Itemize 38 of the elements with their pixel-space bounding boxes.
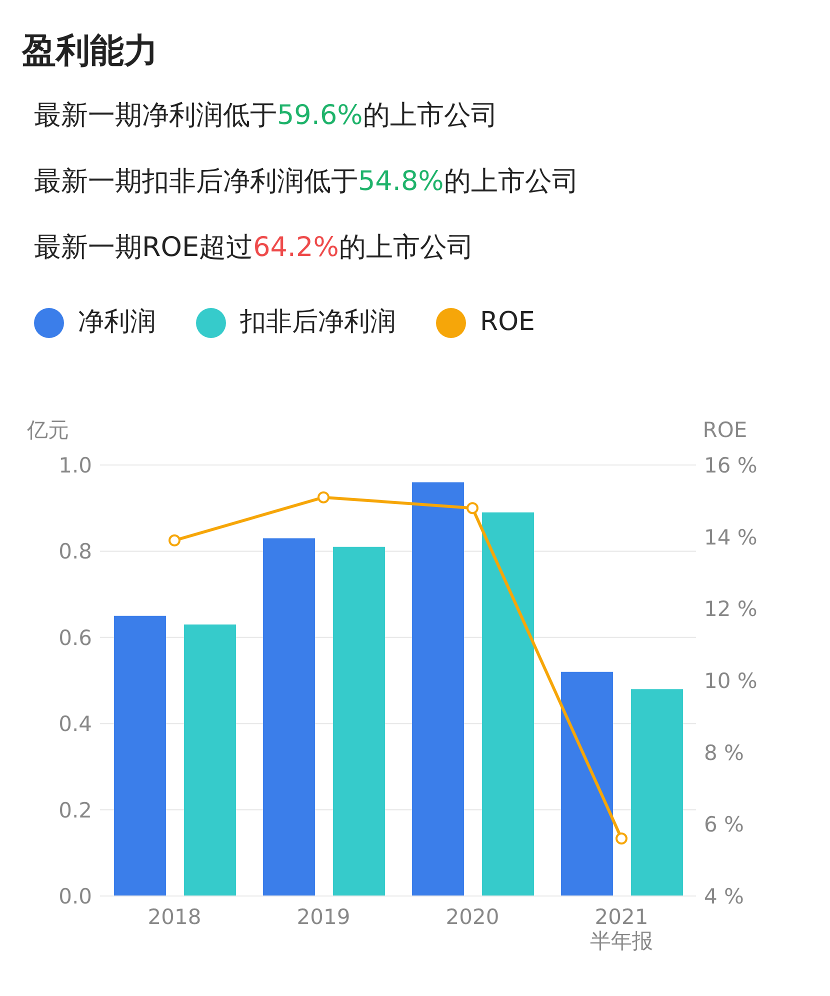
y2-tick-label: 8 % [704,740,744,765]
point [168,534,180,546]
chart-title: 盈利能力 [22,30,159,73]
bar [333,546,385,896]
x-tick-label: 2019 [296,905,350,929]
legend-label: ROE [480,307,535,337]
bar [114,616,166,896]
y-tick-label: 0.4 [58,712,92,736]
y-tick-label: 1.0 [58,453,92,478]
x-tick-label: 2020 [446,905,500,929]
bar [561,672,613,896]
y-tick-label: 0.8 [58,540,92,564]
y2-tick-label: 12 % [704,597,758,622]
legend-label: 扣非后净利润 [240,307,396,337]
y-tick-label: 0.6 [58,626,92,650]
y2-tick-label: 10 % [704,668,758,693]
point [466,502,478,514]
y2-tick-label: 6 % [704,812,744,837]
text: 最新一期净利润低于59.6%的上市公司 [34,99,499,133]
bar [631,689,683,896]
text: 最新一期扣非后净利润低于54.8%的上市公司 [34,165,580,199]
y2-tick-label: 14 % [704,525,758,550]
legend-label: 净利润 [78,307,156,337]
y-tick-label: 0.0 [58,884,92,908]
point [616,832,628,845]
y-tick-label: 0.2 [58,798,92,822]
y2-tick-label: 16 % [704,453,758,478]
text: 最新一期ROE超过64.2%的上市公司 [34,231,475,265]
y2-axis-title: ROE [702,418,748,442]
bar [263,538,315,896]
y-axis-title: 亿元 [26,418,69,442]
bar [482,512,534,896]
x-tick-label: 2018 [148,905,202,929]
y2-tick-label: 4 % [704,884,744,908]
bar [412,482,464,896]
x-tick-label: 2021 半年报 [590,905,653,953]
bar [184,624,236,896]
point [318,491,330,504]
